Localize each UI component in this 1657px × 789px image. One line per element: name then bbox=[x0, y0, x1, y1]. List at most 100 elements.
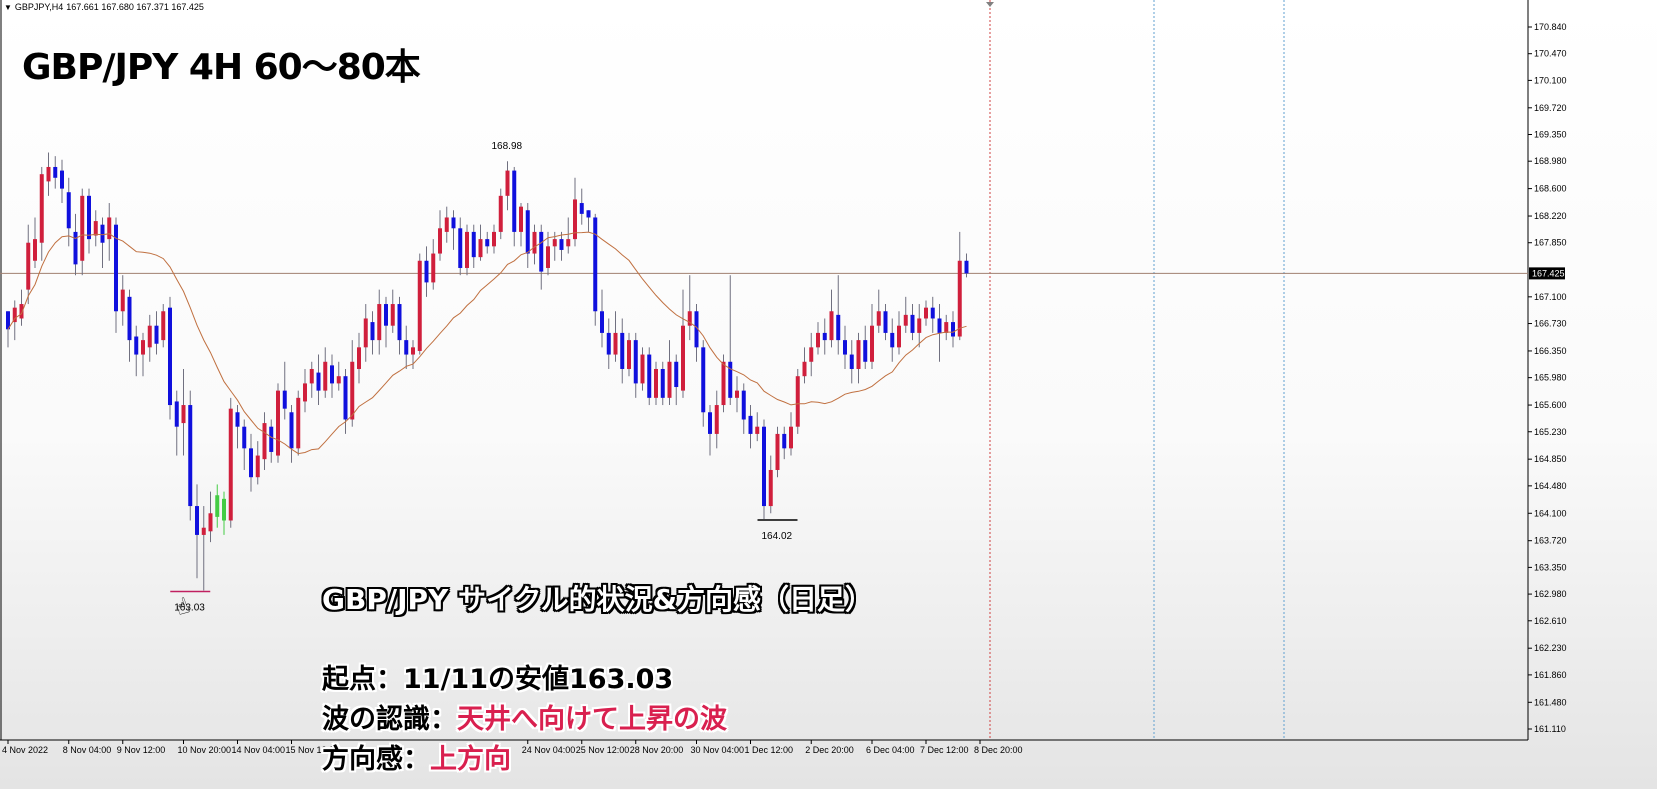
candle-body bbox=[276, 390, 280, 456]
candle-body bbox=[640, 354, 645, 384]
candle-body bbox=[964, 260, 969, 274]
price-tick-label: 164.100 bbox=[1534, 508, 1567, 518]
candle-body bbox=[73, 231, 78, 265]
candle-body bbox=[343, 376, 348, 420]
candle-body bbox=[458, 228, 463, 268]
time-tick-label: 25 Nov 12:00 bbox=[576, 745, 630, 755]
candle-body bbox=[775, 433, 780, 470]
price-tick-label: 165.600 bbox=[1534, 400, 1567, 410]
candle-body bbox=[519, 206, 523, 232]
candle-body bbox=[289, 412, 294, 449]
price-tick-label: 166.350 bbox=[1534, 346, 1567, 356]
page-title: GBP/JPY 4H 60～80本 bbox=[22, 47, 421, 88]
candle-body bbox=[512, 170, 517, 232]
candle-body bbox=[600, 311, 604, 333]
candle-body bbox=[768, 469, 773, 507]
candle-body bbox=[66, 192, 71, 229]
candle-body bbox=[168, 307, 172, 406]
candle-body bbox=[53, 166, 58, 178]
analysis-notes: GBP/JPY サイクル的状況&方向感（日足） 起点：11/11の安値163.0… bbox=[322, 580, 873, 780]
candle-body bbox=[6, 311, 10, 330]
time-tick-label: 9 Nov 12:00 bbox=[117, 745, 166, 755]
candle-body bbox=[485, 239, 490, 247]
time-tick-label: 2 Dec 20:00 bbox=[805, 745, 854, 755]
candle-body bbox=[19, 304, 24, 319]
candle-body bbox=[181, 405, 186, 424]
candle-body bbox=[431, 253, 436, 283]
origin-value: 11/11の安値163.03 bbox=[403, 664, 674, 695]
candle-body bbox=[714, 405, 719, 434]
time-tick-label: 10 Nov 20:00 bbox=[178, 745, 232, 755]
candle-body bbox=[822, 332, 827, 341]
candle-body bbox=[174, 401, 179, 427]
dropdown-triangle-icon[interactable]: ▼ bbox=[4, 2, 12, 12]
candle-body bbox=[876, 311, 881, 326]
notes-spacer bbox=[322, 620, 873, 660]
candle-body bbox=[127, 296, 132, 341]
candle-body bbox=[586, 210, 591, 218]
candle-body bbox=[282, 390, 287, 409]
candle-body bbox=[546, 246, 550, 268]
candle-body bbox=[208, 513, 213, 532]
candle-body bbox=[438, 228, 442, 254]
candle-body bbox=[39, 174, 44, 243]
candle-body bbox=[26, 242, 31, 290]
candle-body bbox=[411, 347, 415, 355]
time-tick-label: 14 Nov 04:00 bbox=[232, 745, 286, 755]
candle-body bbox=[161, 311, 166, 341]
candle-body bbox=[728, 361, 733, 398]
price-tick-label: 161.480 bbox=[1534, 697, 1567, 707]
candle-body bbox=[627, 340, 631, 369]
candle-body bbox=[782, 433, 787, 449]
direction-value: 上方向 bbox=[430, 744, 511, 775]
candle-body bbox=[370, 322, 375, 341]
price-tick-label: 163.720 bbox=[1534, 536, 1567, 546]
candle-body bbox=[465, 231, 469, 268]
time-tick-label: 6 Dec 04:00 bbox=[866, 745, 915, 755]
candle-body bbox=[633, 340, 638, 384]
price-tick-label: 170.100 bbox=[1534, 75, 1567, 85]
candle-body bbox=[417, 260, 422, 351]
notes-heading: GBP/JPY サイクル的状況&方向感（日足） bbox=[322, 583, 874, 616]
candle-body bbox=[188, 405, 193, 507]
candle-body bbox=[910, 314, 915, 333]
price-tick-label: 162.980 bbox=[1534, 589, 1567, 599]
candle-body bbox=[80, 195, 85, 261]
candle-body bbox=[613, 332, 618, 355]
candle-body bbox=[498, 195, 503, 232]
candle-body bbox=[701, 347, 706, 413]
ohlc-label: 167.661 167.680 167.371 167.425 bbox=[66, 2, 204, 12]
candle-body bbox=[559, 239, 564, 250]
candle-body bbox=[870, 325, 874, 362]
candle-body bbox=[890, 332, 895, 348]
candle-body bbox=[120, 289, 125, 312]
candle-body bbox=[573, 199, 577, 240]
shift-marker-icon[interactable] bbox=[986, 2, 994, 7]
candle-body bbox=[654, 368, 658, 398]
candle-body bbox=[667, 361, 672, 398]
time-tick-label: 4 Nov 2022 bbox=[2, 745, 48, 755]
price-tick-label: 168.600 bbox=[1534, 184, 1567, 194]
candle-body bbox=[687, 311, 692, 326]
candle-body bbox=[249, 448, 253, 478]
moving-average-line bbox=[7, 231, 967, 455]
candle-body bbox=[957, 260, 962, 337]
direction-label: 方向感： bbox=[322, 744, 430, 775]
price-tick-label: 166.730 bbox=[1534, 319, 1567, 329]
notes-line-direction: 方向感：上方向 bbox=[322, 740, 873, 780]
candle-body bbox=[114, 224, 118, 312]
candle-body bbox=[12, 307, 17, 323]
price-tick-label: 161.110 bbox=[1534, 724, 1566, 734]
candle-body bbox=[87, 195, 91, 240]
candle-body bbox=[937, 318, 942, 333]
candle-body bbox=[809, 347, 814, 362]
candle-body bbox=[681, 325, 685, 391]
candle-body bbox=[451, 217, 456, 229]
candle-body bbox=[215, 495, 220, 517]
time-tick-label: 8 Dec 20:00 bbox=[974, 745, 1023, 755]
candle-body bbox=[350, 361, 355, 420]
candle-body bbox=[903, 314, 908, 326]
symbol-label: GBPJPY,H4 bbox=[14, 2, 64, 12]
